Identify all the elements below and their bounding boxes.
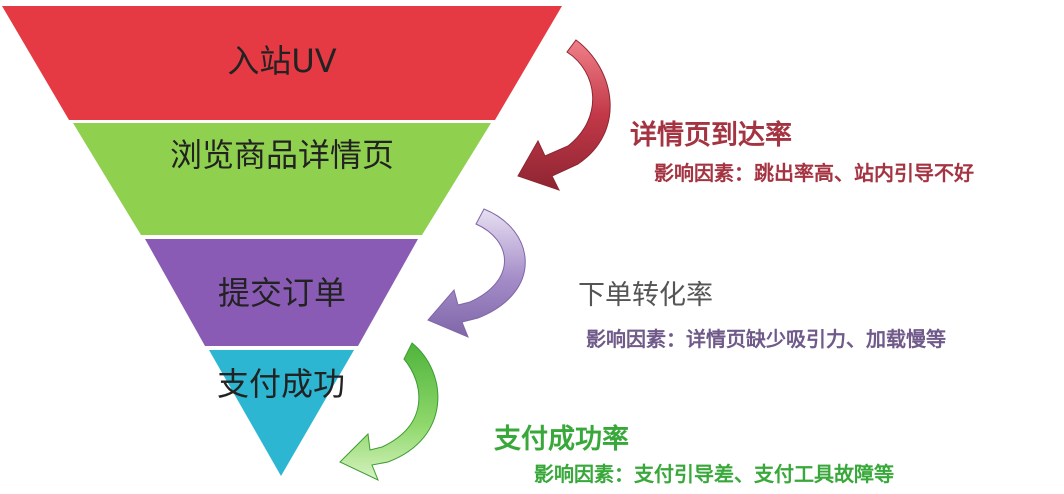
stage-label-payment-success: 支付成功 [216,365,345,403]
funnel-stage-2 [73,123,491,235]
funnel-stage-3 [145,239,418,346]
stage-label-uv: 入站UV [227,42,337,80]
conversion-title-payment-rate: 支付成功率 [494,424,629,455]
curved-arrow-1 [517,39,611,191]
funnel-stage-1 [2,6,562,120]
conversion-title-order-rate: 下单转化率 [578,280,713,311]
stage-label-browse-detail: 浏览商品详情页 [169,136,394,174]
stage-label-submit-order: 提交订单 [217,274,346,312]
conversion-factors-detail-reach-rate: 影响因素：跳出率高、站内引导不好 [654,161,974,185]
conversion-title-detail-reach-rate: 详情页到达率 [630,120,792,151]
conversion-factors-order-rate: 影响因素：详情页缺少吸引力、加载慢等 [586,327,946,351]
conversion-factors-payment-rate: 影响因素：支付引导差、支付工具故障等 [534,462,894,486]
curved-arrow-2 [427,208,526,338]
funnel-stage-4 [209,350,354,476]
curved-arrow-3 [339,342,439,481]
